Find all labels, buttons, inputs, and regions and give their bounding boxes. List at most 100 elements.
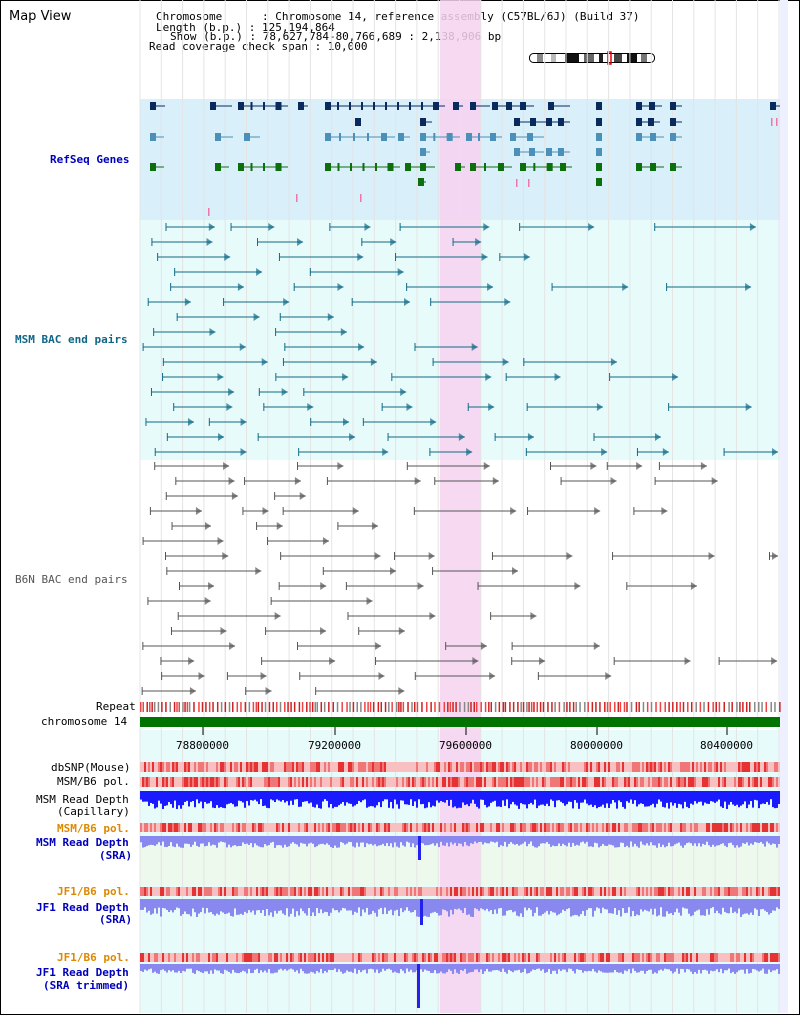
polymorphism-cell — [458, 762, 460, 772]
track-label-msm-b6-pol-2[interactable]: MSM/B6 pol. — [57, 822, 130, 835]
read-depth-bar — [298, 899, 300, 916]
read-depth-bar — [522, 791, 524, 805]
track-label-msm-depth-cap[interactable]: MSM Read Depth — [36, 793, 129, 806]
polymorphism-cell — [494, 953, 496, 962]
read-depth-bar — [450, 791, 452, 800]
polymorphism-cell — [216, 953, 218, 962]
polymorphism-cell — [696, 823, 698, 832]
polymorphism-cell — [516, 762, 518, 772]
polymorphism-cell — [600, 762, 602, 772]
track-label-b6n-bac[interactable]: B6N BAC end pairs — [15, 573, 128, 586]
polymorphism-cell — [358, 777, 360, 787]
polymorphism-cell — [454, 823, 456, 832]
repeat-mark — [153, 702, 156, 712]
repeat-mark — [575, 702, 577, 712]
read-depth-bar — [542, 964, 544, 970]
gene-exon — [387, 163, 394, 171]
polymorphism-cell — [270, 953, 272, 962]
read-depth-bar — [234, 836, 236, 846]
polymorphism-cell — [438, 953, 440, 962]
polymorphism-cell — [240, 823, 242, 832]
read-depth-bar — [650, 899, 652, 909]
polymorphism-cell — [642, 777, 644, 787]
bac-arrow-icon — [187, 418, 194, 426]
polymorphism-cell — [328, 762, 330, 772]
chromosome-ideogram[interactable] — [529, 51, 655, 65]
read-depth-bar — [396, 899, 398, 910]
read-depth-bar — [630, 791, 632, 800]
gene-exon — [298, 102, 304, 110]
polymorphism-cell — [718, 887, 720, 896]
track-label-jf1-b6-pol-2[interactable]: JF1/B6 pol. — [57, 951, 130, 964]
read-depth-bar — [778, 791, 780, 805]
polymorphism-cell — [340, 777, 342, 787]
read-depth-bar — [598, 836, 600, 848]
polymorphism-cell — [304, 762, 306, 772]
read-depth-bar — [420, 791, 422, 805]
gene-exon — [478, 133, 480, 141]
polymorphism-cell — [356, 777, 358, 787]
polymorphism-cell — [484, 777, 486, 787]
refseq-genes — [150, 102, 780, 216]
polymorphism-cell — [162, 953, 164, 962]
read-depth-bar — [448, 899, 450, 917]
read-depth-bar — [212, 791, 214, 808]
track-label-refseq-genes[interactable]: RefSeq Genes — [50, 153, 130, 166]
read-depth-bar — [434, 791, 436, 807]
track-label-jf1-b6-pol[interactable]: JF1/B6 pol. — [57, 885, 130, 898]
polymorphism-cell — [520, 777, 522, 787]
track-label-msm-bac[interactable]: MSM BAC end pairs — [15, 333, 128, 346]
bac-arrow-icon — [283, 298, 290, 306]
read-depth-bar — [162, 964, 164, 970]
read-depth-bar — [682, 791, 684, 809]
track-label-msm-b6-pol[interactable]: MSM/B6 pol. — [57, 775, 130, 788]
polymorphism-cell — [552, 762, 554, 772]
gene-exon — [548, 102, 554, 110]
gene-exon — [530, 118, 536, 126]
polymorphism-cell — [422, 777, 424, 787]
polymorphism-cell — [448, 887, 450, 896]
polymorphism-cell — [510, 823, 512, 832]
polymorphism-cell — [154, 762, 156, 772]
read-depth-bar — [328, 791, 330, 808]
polymorphism-cell — [246, 762, 248, 772]
read-depth-bar — [630, 836, 632, 842]
bac-arrow-icon — [610, 358, 617, 366]
polymorphism-cell — [304, 953, 306, 962]
track-label-dbsnp[interactable]: dbSNP(Mouse) — [51, 761, 131, 774]
read-depth-bar — [548, 964, 550, 970]
read-depth-bar — [274, 964, 276, 973]
read-depth-bar — [568, 899, 570, 909]
read-depth-bar — [758, 899, 760, 916]
read-depth-bar — [182, 791, 184, 806]
read-depth-bar — [764, 899, 766, 911]
polymorphism-cell — [180, 887, 182, 896]
polymorphism-cell — [380, 823, 382, 832]
track-label-repeat[interactable]: Repeat — [96, 700, 136, 713]
polymorphism-cell — [290, 777, 292, 787]
polymorphism-cell — [610, 953, 612, 962]
track-label-msm-depth-sra[interactable]: MSM Read Depth — [36, 836, 129, 849]
polymorphism-cell — [514, 777, 516, 787]
repeat-mark — [293, 702, 296, 712]
polymorphism-cell — [440, 953, 442, 962]
read-depth-bar — [142, 964, 144, 972]
polymorphism-cell — [314, 953, 316, 962]
read-depth-bar — [638, 964, 640, 973]
gene-exon — [433, 102, 439, 110]
repeat-mark — [384, 702, 387, 712]
read-depth-bar — [620, 836, 622, 843]
polymorphism-cell — [390, 953, 392, 962]
read-depth-bar — [516, 964, 518, 971]
polymorphism-cell — [140, 823, 142, 832]
track-label-jf1-depth-sra[interactable]: JF1 Read Depth — [36, 901, 129, 914]
read-depth-bar — [460, 836, 462, 844]
polymorphism-cell — [388, 762, 390, 772]
track-label-jf1-depth-trim[interactable]: JF1 Read Depth — [36, 966, 129, 979]
polymorphism-cell — [332, 887, 334, 896]
polymorphism-cell — [154, 887, 156, 896]
polymorphism-cell — [570, 823, 572, 832]
read-depth-bar — [582, 836, 584, 842]
polymorphism-cell — [310, 777, 312, 787]
